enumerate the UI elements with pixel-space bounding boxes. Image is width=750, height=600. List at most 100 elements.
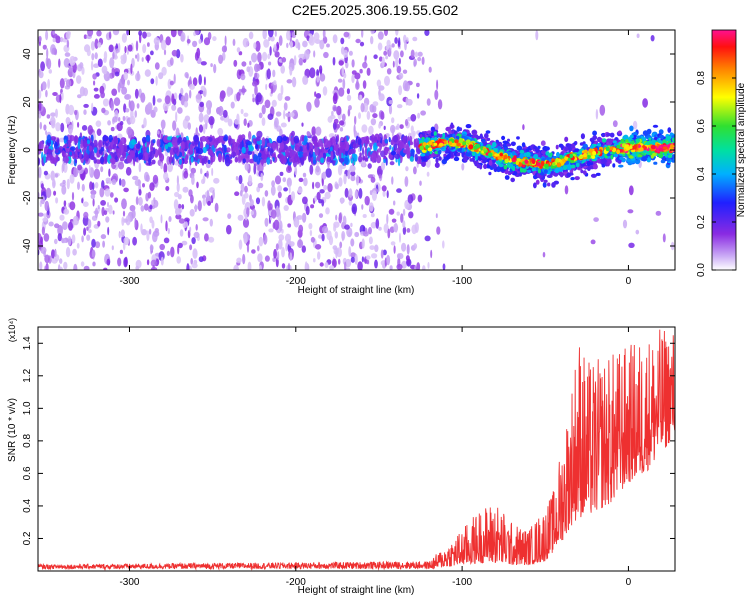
heatmap-cell xyxy=(417,112,421,119)
heatmap-cell xyxy=(39,261,43,270)
heatmap-cell xyxy=(319,262,324,267)
heatmap-cell xyxy=(358,188,363,199)
heatmap-cell xyxy=(125,108,130,113)
heatmap-cell xyxy=(390,150,397,156)
heatmap-cell xyxy=(321,144,324,154)
heatmap-cell xyxy=(442,263,446,270)
heatmap-cell xyxy=(72,215,79,226)
heatmap-cell xyxy=(503,164,508,170)
heatmap-cell xyxy=(652,124,659,128)
heatmap-cell xyxy=(87,139,90,145)
heatmap-cell xyxy=(388,48,392,57)
heatmap-cell xyxy=(436,226,441,235)
heatmap-cell xyxy=(476,163,482,169)
heatmap-cell xyxy=(184,115,191,122)
heatmap-cell xyxy=(280,142,285,150)
heatmap-cell xyxy=(208,116,215,126)
heatmap-cell xyxy=(253,42,257,49)
heatmap-cell xyxy=(149,204,153,210)
heatmap-cell xyxy=(383,125,386,130)
heatmap-cell xyxy=(182,186,189,193)
heatmap-cell xyxy=(426,130,433,134)
heatmap-cell xyxy=(101,65,108,75)
heatmap-cell xyxy=(346,88,350,95)
heatmap-cell xyxy=(382,249,387,256)
heatmap-cell xyxy=(263,39,270,48)
heatmap-cell xyxy=(361,256,364,263)
heatmap-cell xyxy=(592,130,597,136)
heatmap-cell xyxy=(404,176,409,187)
heatmap-cell xyxy=(372,104,377,113)
heatmap-cell xyxy=(256,64,261,72)
heatmap-cell xyxy=(52,178,56,189)
heatmap-cell xyxy=(171,104,177,111)
heatmap-cell xyxy=(81,235,84,243)
heatmap-cell xyxy=(637,154,643,158)
heatmap-cell xyxy=(324,262,329,268)
heatmap-cell xyxy=(283,205,289,211)
heatmap-cell xyxy=(316,191,321,201)
heatmap-cell xyxy=(90,189,97,196)
heatmap-cell xyxy=(83,34,87,39)
heatmap-cell xyxy=(86,226,89,231)
heatmap-cell xyxy=(635,138,640,143)
heatmap-cell xyxy=(138,152,143,160)
heatmap-cell xyxy=(302,196,308,205)
heatmap-cell xyxy=(90,41,95,51)
heatmap-cell xyxy=(175,111,178,123)
heatmap-cell xyxy=(98,139,103,148)
heatmap-cell xyxy=(442,240,445,249)
heatmap-cell xyxy=(379,56,383,62)
heatmap-cell xyxy=(244,153,250,164)
heatmap-cell xyxy=(93,63,100,68)
heatmap-cell xyxy=(243,233,247,240)
heatmap-cell xyxy=(159,243,165,251)
heatmap-cell xyxy=(407,194,414,204)
heatmap-cell xyxy=(329,265,335,270)
heatmap-cell xyxy=(392,60,395,68)
heatmap-cell xyxy=(426,171,430,177)
heatmap-cell xyxy=(388,153,393,159)
heatmap-cell xyxy=(59,93,62,104)
heatmap-cell xyxy=(564,147,569,152)
heatmap-cell xyxy=(130,63,133,75)
heatmap-cell xyxy=(210,63,213,68)
heatmap-cell xyxy=(350,222,353,228)
heatmap-cell xyxy=(38,140,44,151)
heatmap-cell xyxy=(287,262,291,270)
heatmap-cell xyxy=(268,36,271,42)
heatmap-cell xyxy=(421,56,425,65)
heatmap-cell xyxy=(567,166,572,171)
heatmap-cell xyxy=(327,183,333,193)
heatmap-cell xyxy=(252,138,256,143)
heatmap-cell xyxy=(361,30,364,38)
heatmap-cell xyxy=(150,259,157,267)
heatmap-cell xyxy=(272,69,276,78)
heatmap-cell xyxy=(556,151,560,158)
heatmap-cell xyxy=(373,54,378,59)
heatmap-cell xyxy=(402,69,408,74)
heatmap-cell xyxy=(182,150,185,158)
heatmap-cell xyxy=(510,177,515,183)
heatmap-cell xyxy=(156,138,161,147)
heatmap-cell xyxy=(189,226,192,233)
heatmap-cell xyxy=(213,177,220,184)
heatmap-cell xyxy=(46,114,51,119)
heatmap-cell xyxy=(315,165,320,173)
heatmap-cell xyxy=(385,55,388,60)
heatmap-cell xyxy=(625,139,630,143)
heatmap-cell xyxy=(503,147,509,151)
heatmap-cell xyxy=(643,150,647,154)
heatmap-cell xyxy=(586,160,591,167)
heatmap-cell xyxy=(206,189,210,199)
heatmap-cell xyxy=(232,138,235,145)
heatmap-cell xyxy=(323,51,329,59)
heatmap-cell xyxy=(48,221,54,227)
heatmap-cell xyxy=(666,157,671,162)
heatmap-cell xyxy=(635,229,640,235)
heatmap-cell xyxy=(359,152,362,157)
heatmap-cell xyxy=(372,113,378,119)
heatmap-cell xyxy=(372,101,379,107)
heatmap-cell xyxy=(268,30,274,38)
heatmap-cell xyxy=(251,52,258,63)
